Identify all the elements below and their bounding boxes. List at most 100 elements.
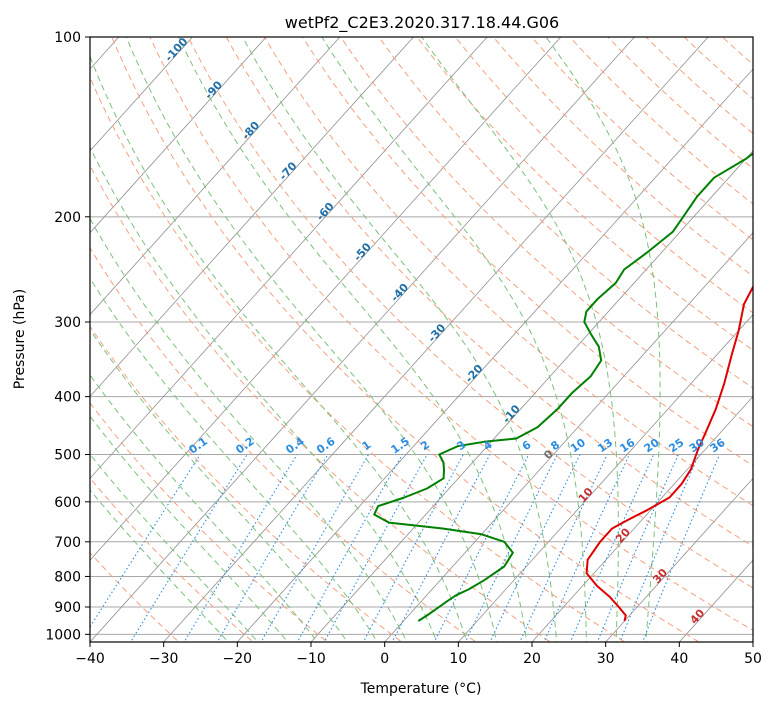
mixing-ratio-label: 6 — [520, 438, 534, 453]
moist-adiabat — [321, 37, 587, 642]
dry-adiabat — [340, 37, 753, 428]
isotherm-line — [457, 313, 753, 642]
x-tick-label: 0 — [380, 651, 389, 667]
x-tick-label: −30 — [149, 651, 179, 667]
y-tick-label: 200 — [54, 210, 81, 226]
mixing-ratio-line — [596, 454, 679, 642]
isotherm-line — [605, 477, 753, 642]
moist-adiabat — [242, 37, 558, 642]
isotherm-label: -20 — [463, 362, 486, 386]
moist-adiabat — [90, 55, 468, 642]
x-tick-label: 40 — [670, 651, 688, 667]
dry-adiabat — [187, 37, 753, 589]
dry-adiabat — [225, 37, 753, 547]
y-tick-label: 300 — [54, 315, 81, 331]
background-lines — [0, 24, 753, 647]
mixing-ratio-label: 0.4 — [283, 435, 307, 457]
y-tick-label: 600 — [54, 495, 81, 511]
dry-adiabat — [378, 37, 753, 389]
mixing-ratio-line — [543, 454, 630, 642]
mixing-ratio-label: 16 — [617, 436, 637, 456]
moist-adiabat — [90, 374, 319, 642]
x-tick-label: 10 — [449, 651, 467, 667]
y-tick-label: 800 — [54, 569, 81, 585]
moist-adiabat — [90, 489, 229, 642]
isotherm-label: -30 — [425, 321, 448, 345]
mixing-ratio-label: 25 — [666, 436, 686, 455]
dry-adiabat — [90, 402, 329, 642]
mixing-ratio-line — [183, 454, 298, 642]
isotherm-label: -90 — [202, 78, 225, 102]
y-tick-label: 700 — [54, 535, 81, 551]
dry-adiabat — [492, 37, 753, 277]
isotherm-line — [531, 395, 753, 642]
moist-adiabat — [90, 328, 348, 642]
isotherm-line — [90, 37, 341, 316]
isotherm-line — [0, 24, 57, 647]
isotherm-line — [90, 37, 562, 561]
y-tick-label: 900 — [54, 600, 81, 616]
dry-adiabat — [90, 76, 626, 642]
dry-adiabat — [302, 37, 753, 467]
plot-frame — [89, 36, 754, 643]
mixing-ratio-line — [260, 454, 369, 642]
isotherm-line — [90, 37, 194, 152]
mixing-ratio-line — [489, 454, 581, 642]
dry-adiabat — [90, 164, 552, 642]
x-tick-label: 30 — [597, 651, 615, 667]
isotherm-label: -10 — [500, 402, 523, 426]
moist-adiabat — [90, 217, 408, 642]
x-tick-label: −40 — [75, 651, 105, 667]
dry-adiabat — [90, 325, 403, 642]
mixing-ratio-label: 0.6 — [314, 435, 338, 457]
mixing-ratio-label: 1.5 — [389, 435, 412, 457]
dry-adiabat — [90, 246, 477, 642]
isotherm-line — [90, 37, 488, 479]
moist-adiabat — [178, 37, 528, 642]
mixing-ratio-label: 1 — [360, 438, 374, 453]
isotherm-line — [90, 37, 415, 398]
isotherm-line — [236, 68, 753, 642]
isotherm-line — [384, 232, 753, 642]
y-axis-label: Pressure (hPa) — [12, 289, 28, 389]
dry-adiabat — [111, 37, 700, 642]
isotherm-label: -60 — [314, 200, 337, 224]
mixing-ratio-line — [90, 454, 201, 628]
isotherm-label: 40 — [687, 606, 707, 626]
dry-adiabat — [721, 37, 753, 66]
x-axis-label: Temperature (°C) — [360, 681, 482, 697]
mixing-ratio-line — [391, 454, 491, 642]
mixing-ratio-label: 36 — [708, 436, 728, 456]
moist-adiabat — [545, 37, 661, 642]
moist-adiabat — [125, 37, 498, 642]
x-tick-label: 20 — [523, 651, 541, 667]
isotherm-label: -100 — [162, 35, 190, 64]
mixing-ratio-label: 30 — [687, 436, 707, 456]
isotherm-line — [90, 37, 267, 234]
isotherm-label: -80 — [239, 119, 262, 143]
mixing-ratio-line — [216, 454, 329, 642]
y-tick-label: 1000 — [45, 627, 81, 643]
dry-adiabat — [90, 551, 180, 642]
isotherm-label: -70 — [277, 159, 300, 183]
isotherm-line — [163, 37, 709, 642]
temperature-profile — [585, 284, 753, 622]
inline-labels: 0.1 0.2 0.4 0.6 1 1.5 2 3 4 6 8 10 13 16 20 25 30 36-100-… — [162, 35, 728, 627]
dewpoint-profile — [373, 152, 753, 622]
isotherm-line — [678, 559, 753, 642]
isotherm-label: 20 — [613, 525, 633, 545]
mixing-ratio-line — [464, 454, 558, 642]
x-tick-label: −10 — [296, 651, 326, 667]
x-tick-label: −20 — [223, 651, 253, 667]
x-tick-label: 50 — [744, 651, 762, 667]
chart-title: wetPf2_C2E3.2020.317.18.44.G06 — [285, 13, 559, 33]
x-ticks: −40 −30 −20 −10 0 10 20 30 40 50 — [75, 642, 762, 667]
dry-adiabat — [683, 37, 753, 100]
y-tick-label: 400 — [54, 390, 81, 406]
dry-adiabat — [90, 477, 254, 642]
dry-adiabat — [149, 37, 753, 631]
mixing-ratio-line — [129, 454, 248, 642]
moist-adiabat — [90, 415, 289, 642]
isotherm-line — [310, 150, 753, 642]
